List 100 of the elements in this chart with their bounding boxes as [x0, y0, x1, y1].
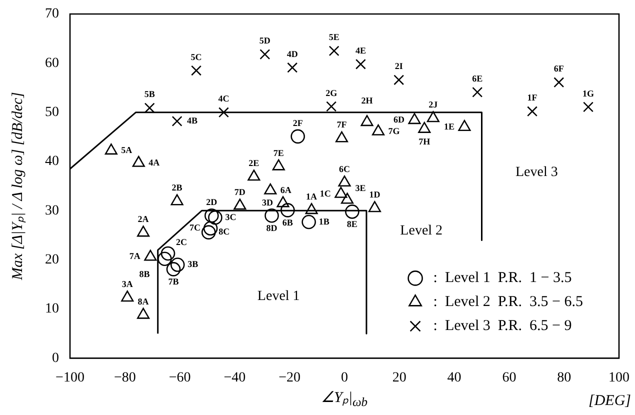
point [426, 111, 440, 122]
annotation: 7F [336, 120, 348, 130]
annotation: 4E [355, 45, 366, 56]
annotation: 8D [266, 222, 278, 233]
annotation: 7C [190, 222, 201, 233]
y-tick-label: 10 [45, 302, 59, 317]
x-tick-label: 40 [447, 370, 462, 386]
point [104, 144, 118, 155]
point [166, 262, 181, 276]
annotation: 7A [129, 251, 141, 262]
annotation: 6C [339, 164, 350, 174]
x-axis-title: ∠Yₚ|$_{ωb}$ [321, 389, 368, 410]
x-tick-label: −100 [56, 370, 84, 386]
point [160, 246, 176, 261]
point [218, 107, 229, 118]
annotation: 2I [394, 61, 404, 72]
annotation: 2B [172, 182, 182, 193]
point [335, 131, 348, 142]
annotation: 7D [234, 187, 246, 198]
point [144, 102, 155, 114]
annotation: 8B [139, 269, 150, 280]
annotation: 1B [318, 216, 330, 226]
annotation: 2D [206, 196, 218, 207]
annotation: 8C [218, 226, 230, 237]
annotation: 6B [282, 218, 293, 228]
point [328, 46, 340, 56]
point [408, 113, 421, 124]
annotation: 6D [394, 114, 405, 125]
point [204, 208, 219, 223]
annotation: 1C [320, 188, 331, 198]
annotation: 1E [444, 121, 454, 132]
annotation: 3D [262, 198, 274, 208]
y-tick-label: 60 [45, 56, 59, 71]
annotation: 8E [346, 218, 358, 229]
point [302, 214, 316, 230]
annotation: 5D [259, 36, 271, 46]
point [203, 221, 218, 236]
point [248, 170, 260, 181]
text: [DEG] [588, 392, 632, 409]
annotation: 3A [122, 279, 134, 290]
point [472, 86, 483, 98]
point [137, 226, 150, 237]
annotation: 4D [286, 48, 298, 59]
annotation: 5E [328, 32, 340, 42]
point [326, 101, 337, 112]
point [334, 186, 348, 198]
y-tick-label: 70 [45, 6, 59, 22]
legend-label: : Level 2 P.R. 3.5 − 6.5 [433, 294, 584, 310]
y-tick-label: 40 [45, 154, 59, 170]
point [355, 58, 366, 70]
y-axis-title: Max [Δ|Yₚ| / Δ log ω] [dB/dec] [9, 92, 27, 280]
point [280, 203, 295, 218]
point [287, 62, 298, 73]
point [368, 201, 381, 212]
point [272, 159, 285, 170]
annotation: 4A [148, 157, 160, 168]
point [418, 122, 431, 133]
annotation: 2H [361, 96, 373, 106]
point [554, 77, 564, 88]
annotation: 7G [388, 126, 400, 136]
point [394, 74, 404, 86]
annotation: 3B [188, 259, 198, 270]
annotation: 7H [418, 136, 430, 146]
annotation: 1F [527, 92, 538, 103]
point [345, 204, 360, 219]
point [132, 156, 145, 167]
point [372, 124, 385, 136]
legend-label: : Level 1 P.R. 1 − 3.5 [433, 270, 572, 286]
point [158, 252, 172, 266]
annotation: 2E [248, 158, 260, 168]
annotation: 5B [144, 89, 155, 100]
x-tick-label: 80 [557, 370, 572, 386]
point [260, 49, 270, 60]
annotation: 6F [554, 64, 564, 74]
point [340, 192, 354, 204]
annotation: 3C [225, 212, 236, 222]
point [290, 129, 305, 144]
point [583, 102, 594, 112]
point [137, 308, 150, 319]
x-tick-label: −40 [224, 370, 246, 386]
x-tick-label: 60 [502, 370, 516, 386]
annotation: 8A [138, 296, 150, 306]
y-tick-label: 20 [45, 252, 59, 268]
annotation: 2G [326, 88, 338, 98]
y-tick-label: 50 [45, 105, 59, 120]
annotation: 4B [187, 116, 198, 126]
point [276, 196, 290, 208]
x-tick-label: 20 [392, 370, 406, 386]
x-tick-label: −80 [114, 370, 136, 386]
annotation: 2J [428, 100, 438, 110]
y-tick-label: 30 [45, 203, 59, 218]
annotation: 6A [280, 184, 292, 195]
annotation: 3E [355, 183, 366, 194]
annotation: 5C [190, 52, 202, 62]
annotation: Level 3 [515, 165, 558, 180]
annotation: 1D [369, 190, 381, 200]
annotation: 4C [218, 94, 230, 104]
point [191, 65, 202, 76]
x-tick-label: −60 [168, 370, 191, 386]
annotation: Level 2 [400, 224, 443, 239]
